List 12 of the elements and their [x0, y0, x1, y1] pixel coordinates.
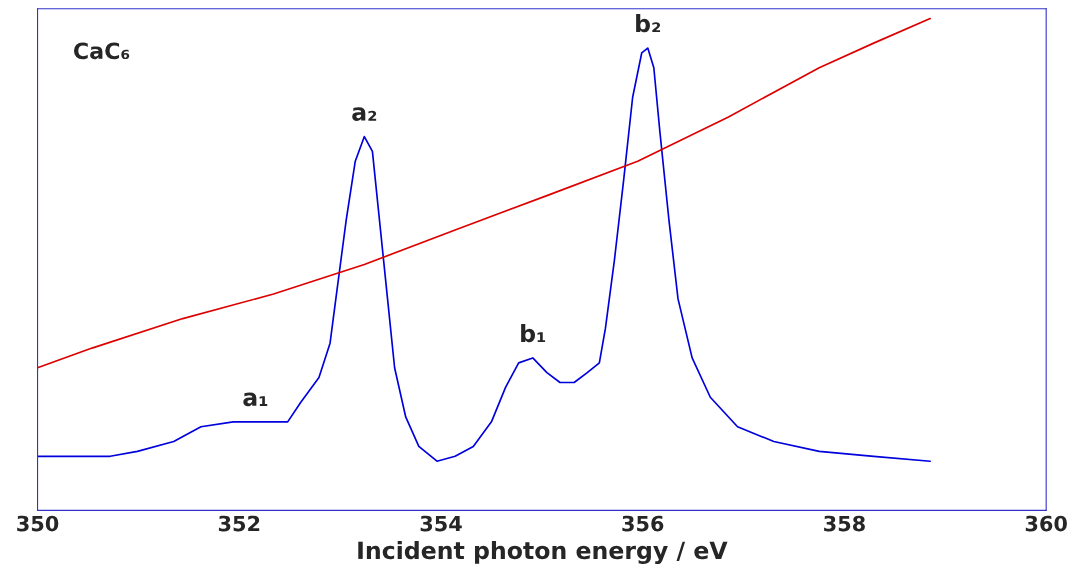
x-tick-label: 352	[218, 515, 260, 532]
annotation: CaC₆	[73, 42, 130, 60]
x-tick-label: 358	[824, 515, 865, 532]
x-tick-label: 356	[622, 515, 664, 532]
x-axis-title: Incident photon energy / eV	[358, 540, 728, 565]
x-tick-label: 350	[17, 515, 59, 532]
annotation: b₁	[521, 323, 546, 343]
x-tick-label: 354	[420, 515, 462, 532]
x-tick-label: 360	[1025, 515, 1067, 532]
annotation: a₂	[352, 107, 377, 121]
annotation: a₁	[243, 392, 268, 407]
annotation: b₂	[636, 14, 661, 33]
